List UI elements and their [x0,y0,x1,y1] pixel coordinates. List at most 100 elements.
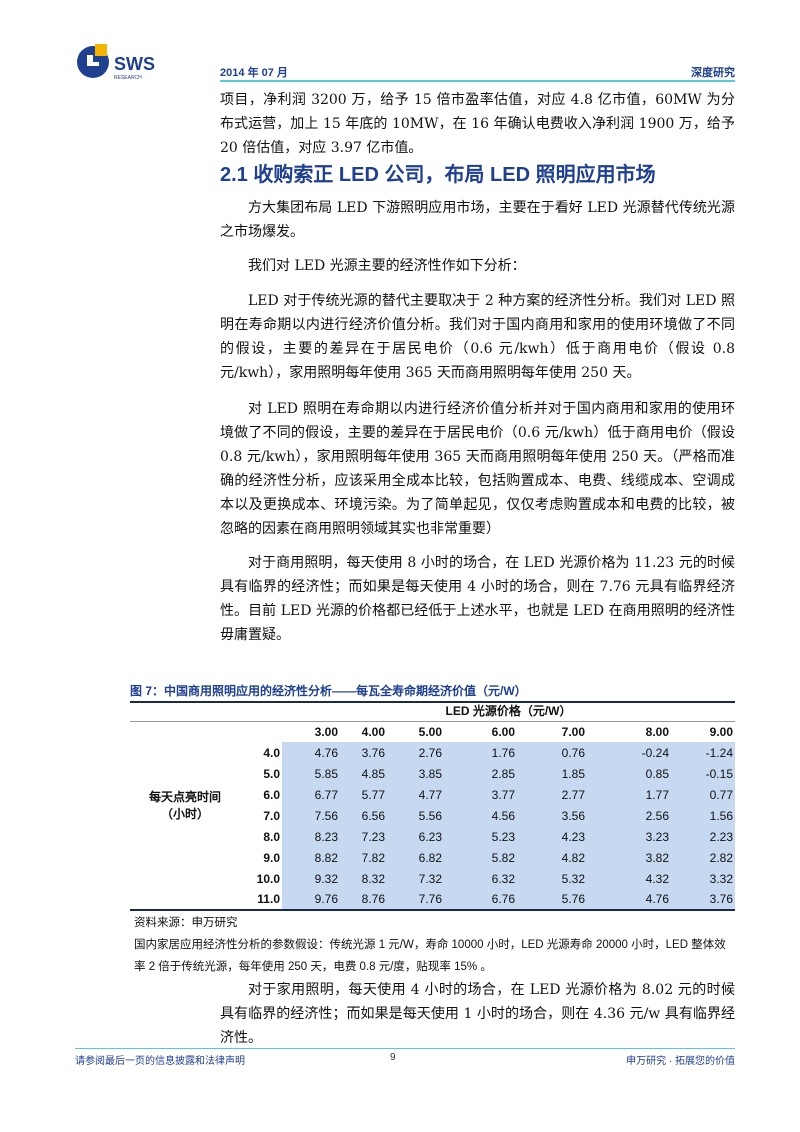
column-header: 5.00 [418,724,442,739]
table-cell: 4.76 [587,889,671,910]
row-group-label: 每天点亮时间 [148,790,221,804]
section-title: 2.1 收购索正 LED 公司，布局 LED 照明应用市场 [220,164,656,186]
table-row: 4.0 4.76 3.76 2.76 1.76 0.76 -0.24 -1.24 [130,742,735,763]
table-cell: 4.23 [517,826,587,847]
page-header: 2014 年 07 月 深度研究 [220,64,735,82]
table-cell: -0.15 [671,763,735,784]
column-header: 8.00 [645,724,669,739]
table-row: 9.0 8.82 7.82 6.82 5.82 4.82 3.82 2.82 [130,847,735,868]
table-cell: 6.82 [387,847,444,868]
table-cell: 5.82 [444,847,517,868]
row-header: 10.0 [256,871,280,886]
table-cell: 2.82 [671,847,735,868]
figure-caption: 图 7：中国商用照明应用的经济性分析——每瓦全寿命期经济价值（元/W） [130,682,735,703]
column-header: 9.00 [709,724,733,739]
paragraph: 方大集团布局 LED 下游照明应用市场，主要在于看好 LED 光源替代传统光源之… [220,200,735,240]
page-footer: 请参阅最后一页的信息披露和法律声明 9 申万研究 · 拓展您的价值 [75,1048,735,1067]
table-cell: 3.82 [587,847,671,868]
table-cell: 4.77 [387,784,444,805]
table-cell: 7.23 [340,826,387,847]
column-header: 6.00 [491,724,515,739]
table-cell: 3.85 [387,763,444,784]
paragraph: 对 LED 照明在寿命期以内进行经济价值分析并对于国内商用和家用的使用环境做了不… [220,401,735,537]
table-cell: 7.76 [387,889,444,910]
table-cell: 8.76 [340,889,387,910]
table-cell: 8.82 [282,847,340,868]
column-header: 4.00 [361,724,385,739]
table-cell: 3.32 [671,868,735,889]
row-header: 4.0 [263,745,280,760]
paragraph: 我们对 LED 光源主要的经济性作如下分析： [248,258,526,274]
source-note: 资料来源：申万研究 国内家居应用经济性分析的参数假设：传统光源 1 元/W，寿命… [134,912,735,978]
table-cell: 2.76 [387,742,444,763]
table-row: 5.0 5.85 4.85 3.85 2.85 1.85 0.85 -0.15 [130,763,735,784]
column-header: 3.00 [314,724,338,739]
table-cell: 6.77 [282,784,340,805]
table-cell: 5.32 [517,868,587,889]
row-header: 6.0 [263,787,280,802]
table-row: 10.0 9.32 8.32 7.32 6.32 5.32 4.32 3.32 [130,868,735,889]
table-cell: -1.24 [671,742,735,763]
assumption-note: 国内家居应用经济性分析的参数假设：传统光源 1 元/W，寿命 10000 小时，… [134,939,726,973]
source: 资料来源：申万研究 [134,917,238,929]
disclaimer-link[interactable]: 请参阅最后一页的信息披露和法律声明 [75,1056,245,1067]
sws-logo: SWS RESEARCH [77,44,155,81]
table-cell: 3.77 [444,784,517,805]
table-cell: 3.23 [587,826,671,847]
table-cell: -0.24 [587,742,671,763]
table-cell: 6.76 [444,889,517,910]
table-cell: 8.32 [340,868,387,889]
table-cell: 5.85 [282,763,340,784]
row-group-unit: （小时） [160,807,209,821]
row-header: 8.0 [263,829,280,844]
table-cell: 5.76 [517,889,587,910]
table-cell: 1.56 [671,805,735,826]
table-cell: 3.76 [671,889,735,910]
table-cell: 1.77 [587,784,671,805]
svg-text:RESEARCH: RESEARCH [114,75,142,81]
table-cell: 7.82 [340,847,387,868]
table-cell: 9.76 [282,889,340,910]
table-cell: 8.23 [282,826,340,847]
column-group-header: LED 光源价格（元/W） [445,703,572,718]
table-cell: 7.56 [282,805,340,826]
economic-value-table: LED 光源价格（元/W） 3.00 4.00 5.00 6.00 7.00 8.00 9.… [130,700,735,911]
paragraph: 对于家用照明，每天使用 4 小时的场合，在 LED 光源价格为 8.02 元的时… [220,982,735,1046]
page-number: 9 [390,1052,396,1063]
table-cell: 0.77 [671,784,735,805]
table-cell: 4.32 [587,868,671,889]
footer-slogan: 申万研究 · 拓展您的价值 [626,1056,735,1067]
row-header: 7.0 [263,808,280,823]
table-cell: 0.85 [587,763,671,784]
table-cell: 4.56 [444,805,517,826]
table-cell: 2.77 [517,784,587,805]
paragraph: LED 对于传统光源的替代主要取决于 2 种方案的经济性分析。我们对 LED 照… [220,293,735,381]
table-cell: 4.85 [340,763,387,784]
table-cell: 1.85 [517,763,587,784]
table-cell: 5.23 [444,826,517,847]
table-cell: 4.76 [282,742,340,763]
table-cell: 2.56 [587,805,671,826]
table-cell: 7.32 [387,868,444,889]
paragraph: 对于商用照明，每天使用 8 小时的场合，在 LED 光源价格为 11.23 元的… [220,555,735,643]
paragraph: 项目，净利润 3200 万，给予 15 倍市盈率估值，对应 4.8 亿市值，60… [220,92,735,156]
svg-text:SWS: SWS [114,54,155,74]
table-row: 8.0 8.23 7.23 6.23 5.23 4.23 3.23 2.23 [130,826,735,847]
table-row: （小时） 7.0 7.56 6.56 5.56 4.56 3.56 2.56 1.56 [130,805,735,826]
table-cell: 4.82 [517,847,587,868]
table-cell: 0.76 [517,742,587,763]
column-header: 7.00 [561,724,585,739]
table-cell: 6.56 [340,805,387,826]
report-type: 深度研究 [691,67,735,79]
table-cell: 5.77 [340,784,387,805]
row-header: 9.0 [263,850,280,865]
table-row: 每天点亮时间 6.0 6.77 5.77 4.77 3.77 2.77 1.77 0.77 [130,784,735,805]
table-row: 11.0 9.76 8.76 7.76 6.76 5.76 4.76 3.76 [130,889,735,910]
table-cell: 5.56 [387,805,444,826]
table-cell: 6.32 [444,868,517,889]
table-cell: 6.23 [387,826,444,847]
report-date: 2014 年 07 月 [220,67,288,79]
row-header: 5.0 [263,766,280,781]
table-cell: 3.76 [340,742,387,763]
table-cell: 2.23 [671,826,735,847]
